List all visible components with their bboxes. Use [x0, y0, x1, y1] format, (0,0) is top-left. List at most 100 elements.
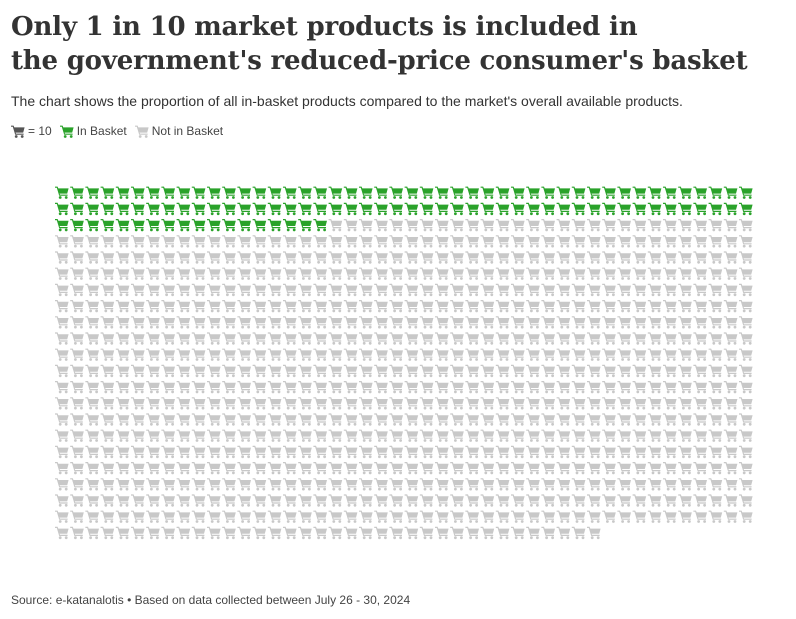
- cart-icon-not-in-basket: [693, 364, 707, 378]
- cart-icon-not-in-basket: [252, 251, 267, 264]
- cart-icon-not-in-basket: [359, 429, 373, 442]
- cart-icon-not-in-basket: [723, 510, 738, 523]
- cart-icon-not-in-basket: [343, 235, 358, 248]
- cart-icon-not-in-basket: [85, 397, 99, 410]
- cart-icon-not-in-basket: [435, 429, 449, 442]
- cart-icon-not-in-basket: [495, 478, 510, 491]
- cart-icon-in-basket: [647, 202, 662, 216]
- cart-icon-not-in-basket: [450, 397, 464, 410]
- cart-icon-not-in-basket: [419, 348, 434, 361]
- cart-icon-not-in-basket: [328, 251, 343, 264]
- cart-icon-not-in-basket: [207, 510, 221, 523]
- cart-icon-not-in-basket: [708, 283, 723, 297]
- cart-icon-not-in-basket: [617, 348, 631, 361]
- cart-icon-in-basket: [283, 186, 297, 199]
- cart-icon-not-in-basket: [343, 413, 358, 426]
- cart-icon-not-in-basket: [739, 510, 753, 523]
- cart-icon-not-in-basket: [131, 251, 145, 264]
- cart-icon-in-basket: [571, 202, 586, 216]
- cart-icon-not-in-basket: [739, 348, 753, 361]
- cart-icon-not-in-basket: [404, 429, 419, 442]
- cart-icon-not-in-basket: [207, 267, 221, 280]
- cart-icon-not-in-basket: [70, 364, 84, 378]
- cart-icon-not-in-basket: [632, 462, 647, 475]
- cart-icon-not-in-basket: [374, 381, 388, 394]
- cart-icon-in-basket: [70, 186, 84, 199]
- cart-icon-not-in-basket: [693, 251, 707, 264]
- cart-icon-not-in-basket: [389, 526, 403, 540]
- cart-icon-in-basket: [131, 219, 145, 232]
- cart-icon-not-in-basket: [708, 332, 723, 345]
- cart-icon-not-in-basket: [328, 445, 343, 459]
- cart-icon-not-in-basket: [450, 381, 464, 394]
- cart-icon-not-in-basket: [647, 397, 662, 410]
- cart-icon-not-in-basket: [556, 348, 571, 361]
- cart-icon-not-in-basket: [663, 381, 677, 394]
- cart-icon-not-in-basket: [100, 526, 115, 540]
- cart-icon-not-in-basket: [693, 283, 707, 297]
- cart-icon-not-in-basket: [359, 283, 373, 297]
- cart-icon-in-basket: [359, 202, 373, 216]
- cart-icon-not-in-basket: [191, 283, 206, 297]
- cart-icon-not-in-basket: [556, 397, 571, 410]
- cart-icon-in-basket: [632, 202, 647, 216]
- cart-icon-in-basket: [450, 202, 464, 216]
- cart-icon-not-in-basket: [632, 445, 647, 459]
- cart-icon-in-basket: [602, 202, 616, 216]
- cart-icon-in-basket: [100, 186, 115, 199]
- cart-icon-not-in-basket: [587, 413, 601, 426]
- cart-icon-not-in-basket: [252, 526, 267, 540]
- cart-icon-not-in-basket: [632, 429, 647, 442]
- cart-icon-not-in-basket: [55, 381, 69, 394]
- cart-icon-not-in-basket: [343, 478, 358, 491]
- cart-icon-not-in-basket: [495, 429, 510, 442]
- chart-title-line2: the government's reduced-price consumer'…: [11, 46, 748, 76]
- cart-icon-not-in-basket: [678, 316, 692, 329]
- cart-icon-not-in-basket: [465, 413, 479, 426]
- cart-icon-not-in-basket: [222, 494, 236, 507]
- cart-icon-not-in-basket: [176, 397, 191, 410]
- cart-icon-not-in-basket: [632, 494, 647, 507]
- cart-icon-not-in-basket: [571, 251, 586, 264]
- cart-icon-not-in-basket: [237, 332, 251, 345]
- cart-icon-not-in-basket: [55, 478, 69, 491]
- cart-icon-not-in-basket: [176, 526, 191, 540]
- cart-icon-not-in-basket: [723, 267, 738, 280]
- cart-icon-not-in-basket: [70, 251, 84, 264]
- cart-icon-not-in-basket: [115, 267, 130, 280]
- cart-icon-not-in-basket: [465, 381, 479, 394]
- cart-icon-not-in-basket: [100, 478, 115, 491]
- cart-icon-not-in-basket: [632, 219, 647, 232]
- cart-icon-not-in-basket: [450, 348, 464, 361]
- cart-icon-not-in-basket: [176, 348, 191, 361]
- cart-icon-not-in-basket: [298, 332, 312, 345]
- cart-icon-not-in-basket: [55, 445, 69, 459]
- cart-icon-in-basket: [663, 186, 677, 199]
- cart-icon-not-in-basket: [389, 332, 403, 345]
- cart-icon-not-in-basket: [389, 381, 403, 394]
- cart-icon-in-basket: [55, 202, 69, 216]
- cart-icon-not-in-basket: [237, 445, 251, 459]
- cart-icon-not-in-basket: [723, 235, 738, 248]
- cart-icon-not-in-basket: [632, 478, 647, 491]
- cart-icon-not-in-basket: [131, 283, 145, 297]
- cart-icon-not-in-basket: [313, 510, 327, 523]
- cart-icon-not-in-basket: [723, 251, 738, 264]
- cart-icon-not-in-basket: [708, 445, 723, 459]
- cart-icon-not-in-basket: [465, 445, 479, 459]
- cart-icon-not-in-basket: [617, 332, 631, 345]
- cart-icon-not-in-basket: [450, 332, 464, 345]
- cart-icon-not-in-basket: [693, 462, 707, 475]
- cart-icon-not-in-basket: [343, 251, 358, 264]
- cart-icon-not-in-basket: [663, 364, 677, 378]
- cart-icon-in-basket: [85, 219, 99, 232]
- cart-icon-not-in-basket: [404, 413, 419, 426]
- cart-icon-not-in-basket: [739, 283, 753, 297]
- cart-icon-not-in-basket: [541, 267, 555, 280]
- cart-icon-not-in-basket: [267, 526, 282, 540]
- cart-icon-not-in-basket: [526, 348, 540, 361]
- cart-icon-not-in-basket: [389, 283, 403, 297]
- cart-icon-not-in-basket: [587, 510, 601, 523]
- cart-icon-not-in-basket: [161, 348, 175, 361]
- cart-icon-not-in-basket: [70, 348, 84, 361]
